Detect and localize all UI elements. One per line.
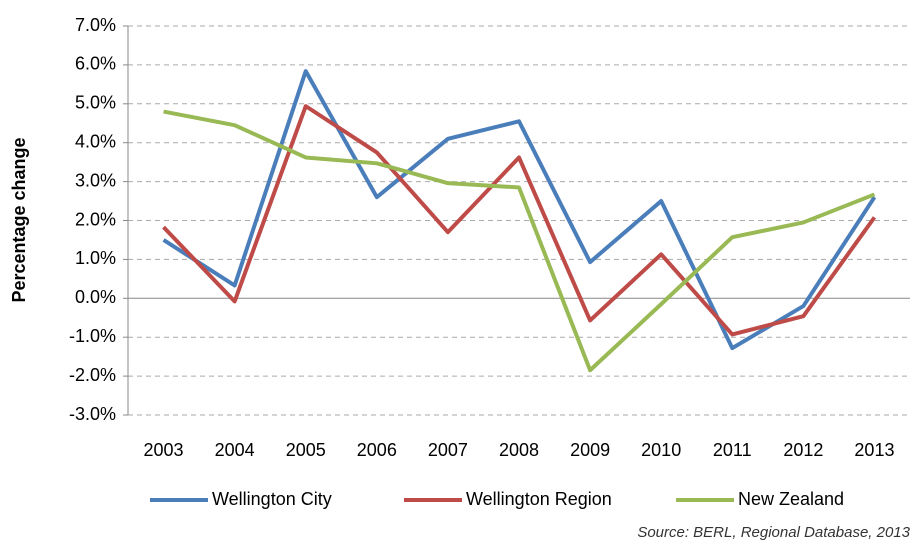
x-tick-label: 2008 xyxy=(499,440,539,460)
x-tick-label: 2007 xyxy=(428,440,468,460)
series-line xyxy=(162,69,877,351)
x-tick-label: 2003 xyxy=(144,440,184,460)
y-tick-label: 6.0% xyxy=(75,54,116,74)
x-tick-label: 2011 xyxy=(713,440,752,460)
x-tick-label: 2005 xyxy=(286,440,326,460)
series-line xyxy=(163,109,876,373)
x-tick-label: 2004 xyxy=(215,440,255,460)
y-tick-label: 0.0% xyxy=(75,287,116,307)
series-line xyxy=(162,104,877,337)
y-tick-label: 2.0% xyxy=(75,209,116,229)
x-tick-label: 2009 xyxy=(570,440,610,460)
y-tick-label: 4.0% xyxy=(75,131,116,151)
x-tick-label: 2012 xyxy=(783,440,823,460)
legend-label: Wellington City xyxy=(212,489,332,509)
y-tick-label: 1.0% xyxy=(75,248,116,268)
legend-label: Wellington Region xyxy=(466,489,612,509)
y-tick-label: 5.0% xyxy=(75,93,116,113)
y-tick-label: -2.0% xyxy=(69,365,116,385)
y-axis-title: Percentage change xyxy=(9,137,29,302)
y-tick-label: -1.0% xyxy=(69,326,116,346)
x-tick-label: 2013 xyxy=(854,440,894,460)
x-tick-label: 2006 xyxy=(357,440,397,460)
x-tick-label: 2010 xyxy=(641,440,681,460)
y-tick-label: 7.0% xyxy=(75,15,116,35)
y-tick-label: -3.0% xyxy=(69,404,116,424)
y-tick-label: 3.0% xyxy=(75,170,116,190)
source-note: Source: BERL, Regional Database, 2013 xyxy=(637,524,910,541)
legend-label: New Zealand xyxy=(738,489,844,509)
